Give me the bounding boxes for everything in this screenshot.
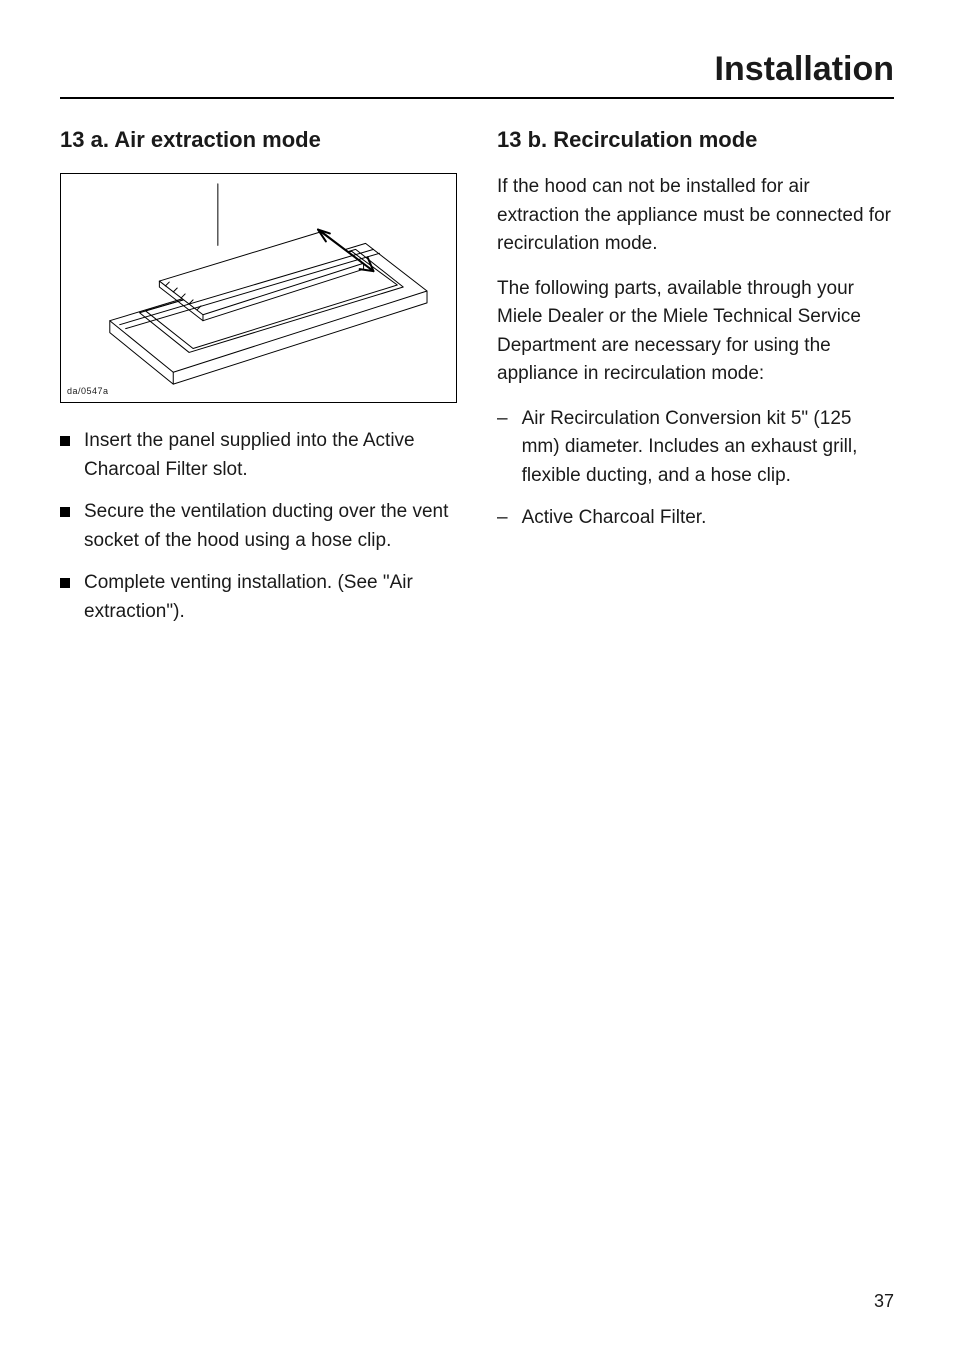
list-item: Secure the ventilation ducting over the … — [60, 498, 457, 555]
title-bar: Installation — [60, 50, 894, 99]
hood-diagram-svg — [61, 174, 456, 402]
content-columns: 13 a. Air extraction mode — [60, 127, 894, 640]
left-column: 13 a. Air extraction mode — [60, 127, 457, 640]
figure-diagram: da/0547a — [60, 173, 457, 403]
dash-text: Active Charcoal Filter. — [522, 504, 707, 533]
list-item: Complete venting installation. (See "Air… — [60, 569, 457, 626]
dash-bullet-icon: – — [497, 504, 508, 533]
section-heading-a: 13 a. Air extraction mode — [60, 127, 457, 153]
list-item: Insert the panel supplied into the Activ… — [60, 427, 457, 484]
page: Installation 13 a. Air extraction mode — [0, 0, 954, 1352]
section-heading-b: 13 b. Recirculation mode — [497, 127, 894, 153]
square-bullet-icon — [60, 507, 70, 517]
dash-bullet-icon: – — [497, 405, 508, 434]
figure-label: da/0547a — [67, 386, 109, 396]
bullet-text: Insert the panel supplied into the Activ… — [84, 427, 457, 484]
list-item: –Active Charcoal Filter. — [497, 504, 894, 533]
bullet-text: Complete venting installation. (See "Air… — [84, 569, 457, 626]
body-paragraph: The following parts, available through y… — [497, 275, 894, 389]
bullet-text: Secure the ventilation ducting over the … — [84, 498, 457, 555]
square-bullet-icon — [60, 578, 70, 588]
dash-list: –Air Recirculation Conversion kit 5" (12… — [497, 405, 894, 533]
right-column: 13 b. Recirculation mode If the hood can… — [497, 127, 894, 640]
page-number: 37 — [874, 1291, 894, 1312]
list-item: –Air Recirculation Conversion kit 5" (12… — [497, 405, 894, 491]
square-bullet-icon — [60, 436, 70, 446]
square-bullet-list: Insert the panel supplied into the Activ… — [60, 427, 457, 626]
body-paragraph: If the hood can not be installed for air… — [497, 173, 894, 259]
dash-text: Air Recirculation Conversion kit 5" (125… — [522, 405, 894, 491]
page-title: Installation — [715, 50, 894, 88]
